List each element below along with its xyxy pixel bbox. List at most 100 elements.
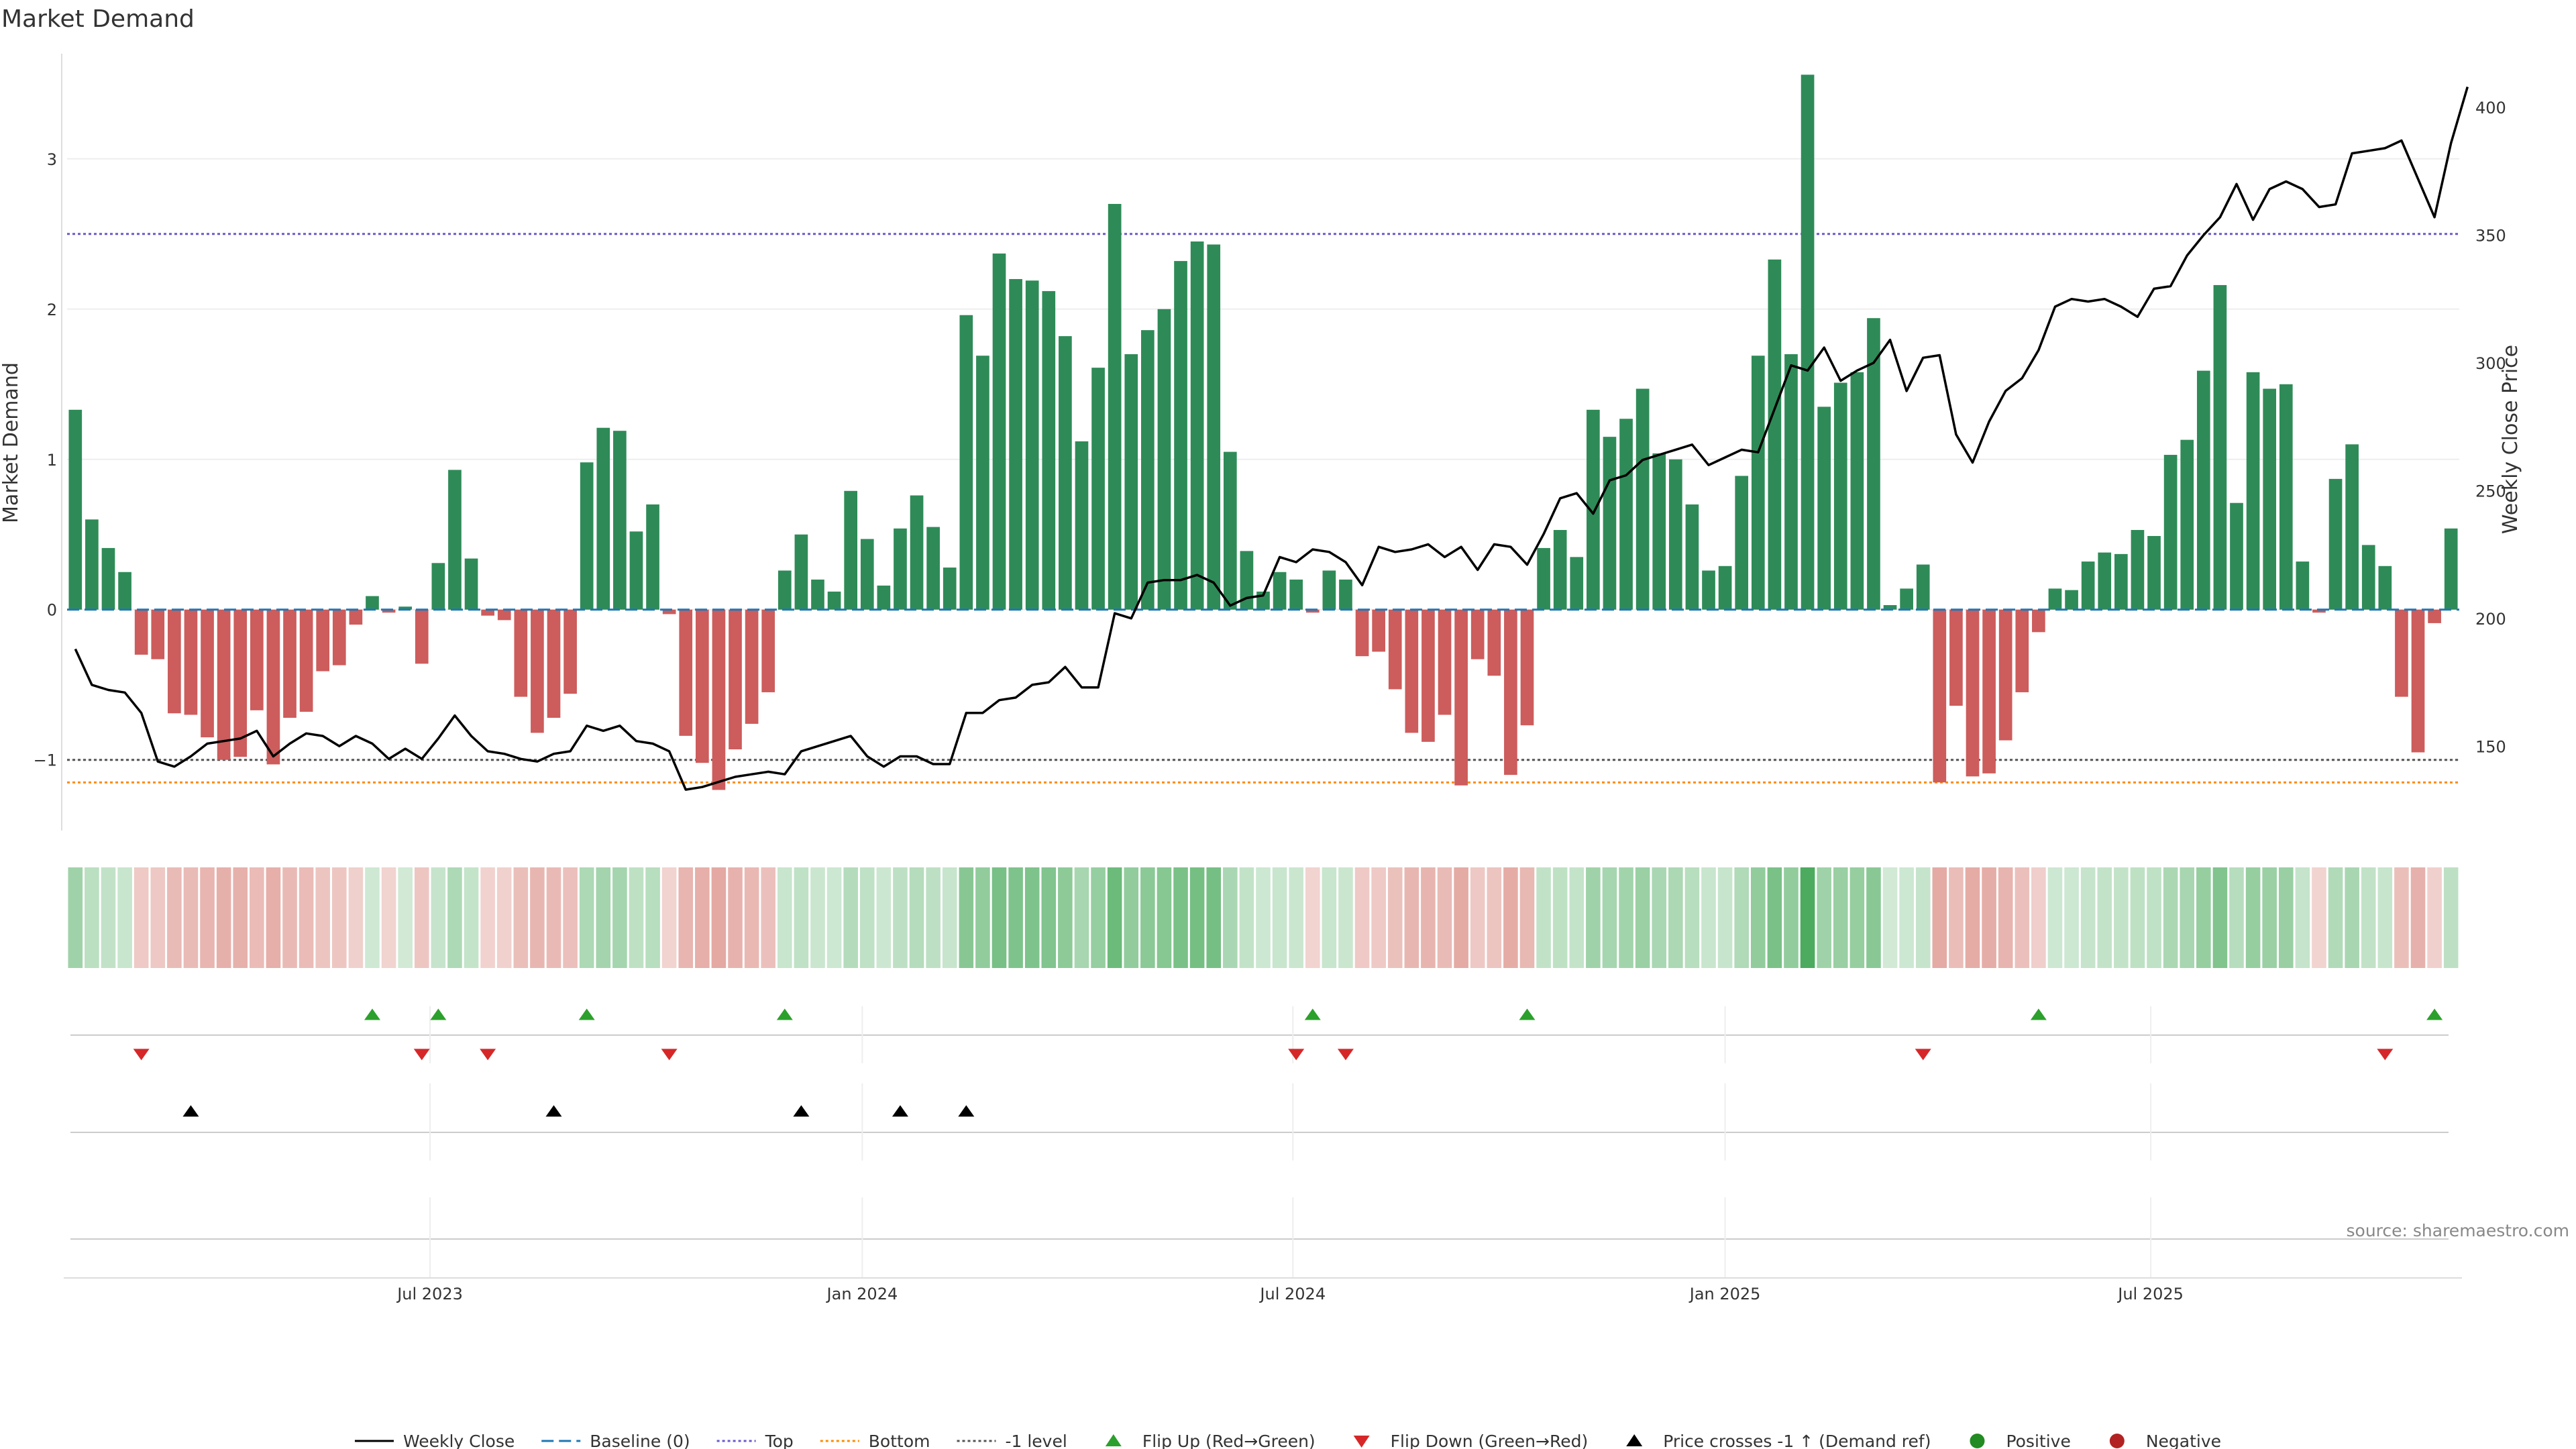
price-cross-marker [793, 1105, 810, 1117]
demand-bar [976, 356, 989, 610]
strip-tile [2064, 867, 2079, 968]
demand-bar [1372, 609, 1385, 652]
strip-tile [2114, 867, 2129, 968]
strip-tile [563, 867, 578, 968]
demand-bar [514, 609, 528, 697]
strip-tile [777, 867, 792, 968]
strip-tile [1635, 867, 1650, 968]
demand-bar [2065, 590, 2078, 610]
strip-tile [1586, 867, 1601, 968]
demand-bar [1141, 330, 1155, 610]
strip-tile [331, 867, 347, 968]
strip-tile [496, 867, 512, 968]
strip-tile [1552, 867, 1568, 968]
demand-bar [761, 609, 775, 692]
strip-tile [1619, 867, 1633, 968]
demand-bar [1157, 309, 1171, 610]
strip-tile [1421, 867, 1436, 968]
demand-bar [2378, 566, 2392, 610]
strip-tile [2147, 867, 2161, 968]
strip-tile [629, 867, 644, 968]
strip-tile [893, 867, 908, 968]
strip-tile [1932, 867, 1947, 968]
strip-tile [1305, 867, 1320, 968]
demand-bar [646, 504, 659, 610]
y-axis-label: Market Demand [0, 362, 23, 523]
strip-tile [101, 867, 116, 968]
strip-tile [2245, 867, 2261, 968]
demand-bar [134, 609, 148, 655]
strip-tile [1882, 867, 1898, 968]
demand-bar [1570, 557, 1584, 610]
flip-down-marker [480, 1049, 496, 1061]
demand-bar [2312, 609, 2326, 613]
strip-tile [1140, 867, 1155, 968]
strip-tile [1338, 867, 1353, 968]
strip-tile [1750, 867, 1766, 968]
strip-tile [728, 867, 743, 968]
demand-bar [151, 609, 165, 659]
demand-bar [1470, 609, 1485, 659]
demand-bar [1553, 530, 1567, 610]
demand-heat-strip [68, 867, 2459, 968]
demand-bar [497, 609, 511, 621]
strip-tile [1734, 867, 1749, 968]
demand-bar [1190, 241, 1204, 610]
strip-tile [859, 867, 875, 968]
demand-bar [1223, 451, 1237, 610]
price-cross-marker [892, 1105, 908, 1117]
chart-title: Market Demand [1, 5, 195, 33]
demand-bar [1537, 547, 1550, 610]
strip-tile [299, 867, 314, 968]
demand-bar [1817, 407, 1831, 610]
strip-tile [2047, 867, 2063, 968]
price-cross-marker [958, 1105, 975, 1117]
strip-tile [381, 867, 396, 968]
y-tick-labels: −1 0 1 2 3 [34, 150, 57, 770]
strip-tile [1866, 867, 1881, 968]
weekly-close-series [74, 87, 2469, 791]
strip-tile [1800, 867, 1815, 968]
demand-bar [1933, 609, 1947, 783]
demand-bar [1998, 609, 2012, 741]
gridlines [67, 158, 2459, 1278]
demand-bar [1124, 354, 1138, 610]
flip-up-marker [430, 1008, 447, 1020]
y2-tick-label: 400 [2475, 99, 2506, 117]
strip-tile [431, 867, 446, 968]
demand-bar [1421, 609, 1435, 742]
strip-tile [926, 867, 941, 968]
demand-bar [777, 570, 792, 610]
strip-tile [579, 867, 594, 968]
demand-bar [2246, 372, 2260, 610]
demand-bar [2263, 388, 2277, 610]
strip-tile [909, 867, 924, 968]
demand-bar [1487, 609, 1501, 676]
strip-tile [1717, 867, 1733, 968]
legend-label: Top [765, 1432, 794, 1449]
demand-bar [877, 585, 891, 610]
legend-label: -1 level [1005, 1432, 1067, 1449]
strip-tile [2295, 867, 2310, 968]
strip-tile [2312, 867, 2326, 968]
strip-tile [2163, 867, 2178, 968]
strip-tile [1701, 867, 1716, 968]
demand-bar [1059, 336, 1072, 610]
strip-tile [68, 867, 83, 968]
strip-tile [1206, 867, 1222, 968]
strip-tile [1437, 867, 1452, 968]
legend-swatch [1105, 1434, 1122, 1446]
demand-bar [1339, 579, 1352, 610]
strip-tile [826, 867, 842, 968]
demand-bar [580, 462, 594, 610]
demand-bar [1768, 259, 1782, 610]
demand-bar [1916, 564, 1930, 610]
strip-tile [1404, 867, 1419, 968]
flip-down-marker [1288, 1049, 1305, 1061]
y2-tick-label: 350 [2475, 226, 2506, 245]
demand-bar [2428, 609, 2441, 623]
demand-bar [1833, 382, 1847, 610]
strip-tile [282, 867, 297, 968]
strip-tile [1569, 867, 1585, 968]
